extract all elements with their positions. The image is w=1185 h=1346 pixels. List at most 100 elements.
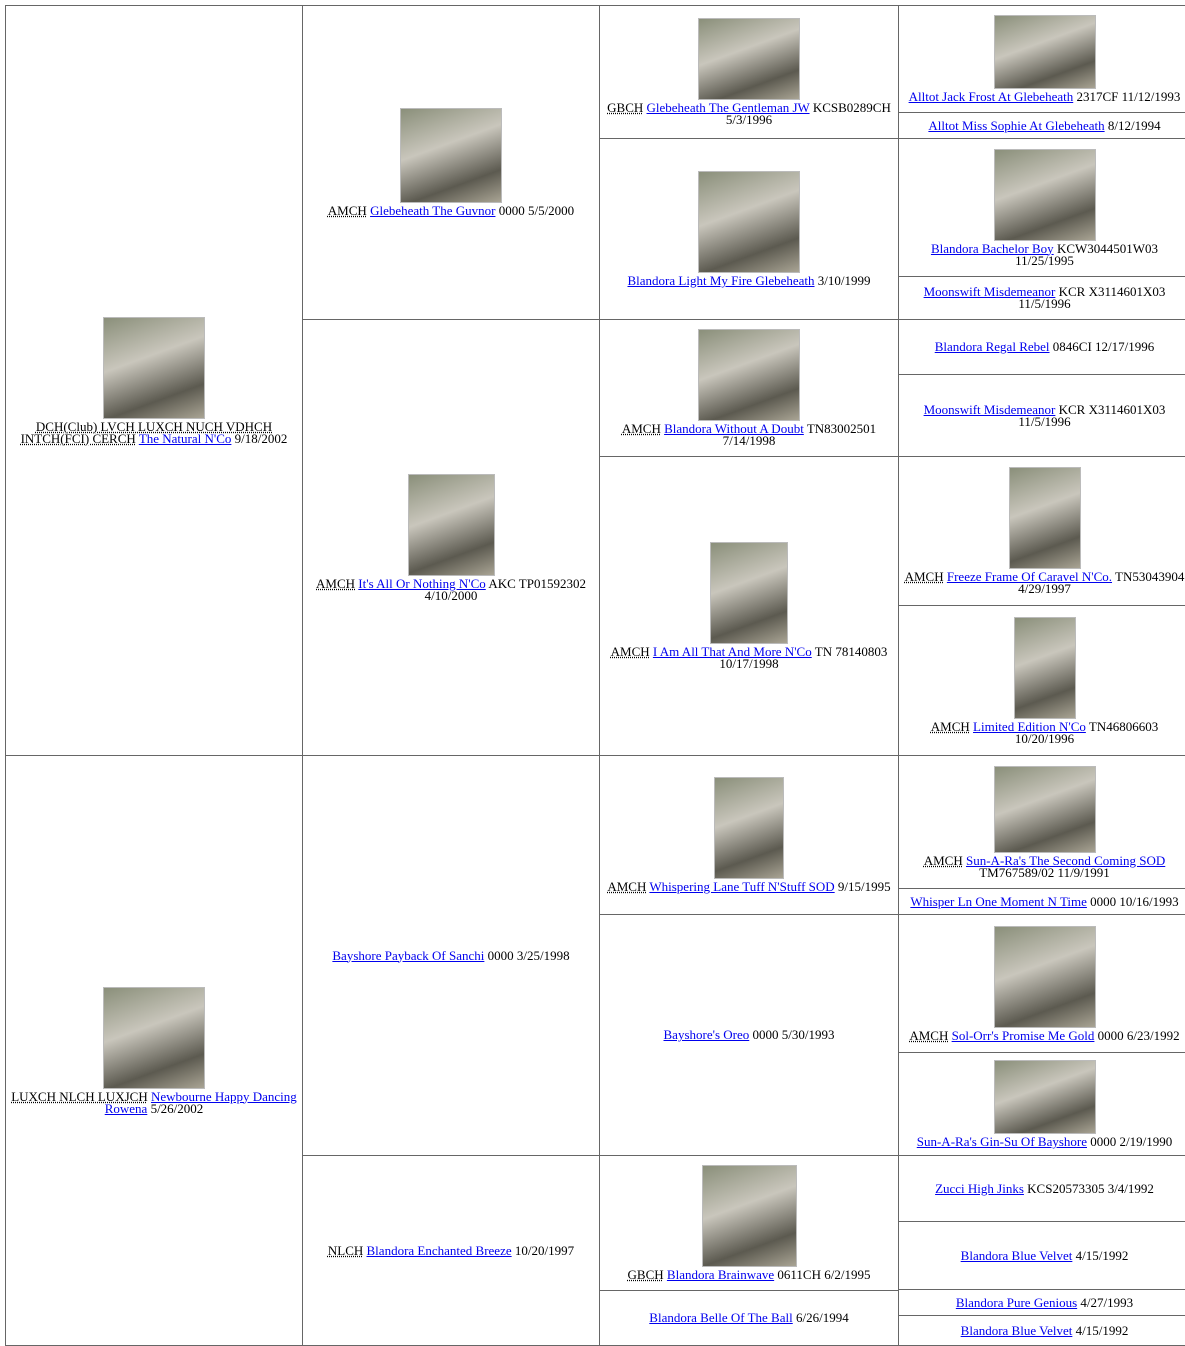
dog-photo[interactable] <box>710 542 788 644</box>
dog-name-link[interactable]: Freeze Frame Of Caravel N'Co. <box>946 569 1113 584</box>
dog-entry: Bayshore Payback Of Sanchi 0000 3/25/199… <box>332 947 569 963</box>
dog-details: TN 78140803 10/17/1998 <box>719 644 888 671</box>
dog-name-link[interactable]: Blandora Brainwave <box>666 1267 775 1282</box>
pedigree-cell: Blandora Bachelor Boy KCW3044501W03 11/2… <box>898 138 1185 277</box>
dog-details: KCW3044501W03 11/25/1995 <box>1015 240 1159 268</box>
dog-title: DCH(Club) LVCH LUXCH NUCH VDHCH INTCH(FC… <box>20 418 273 446</box>
dog-name-link[interactable]: Newbourne Happy Dancing Rowena <box>104 1088 297 1116</box>
dog-entry: Alltot Jack Frost At Glebeheath 2317CF 1… <box>908 89 1181 104</box>
dog-name-link[interactable]: Alltot Miss Sophie At Glebeheath <box>928 117 1105 133</box>
dog-details: TN83002501 7/14/1998 <box>722 421 877 448</box>
dog-photo[interactable] <box>993 1060 1096 1134</box>
pedigree-cell: Moonswift Misdemeanor KCR X3114601X03 11… <box>898 276 1185 320</box>
dog-title: GBCH <box>607 100 644 115</box>
dog-entry: AMCH Limited Edition N'Co TN46806603 10/… <box>902 718 1185 745</box>
pedigree-cell: Bayshore Payback Of Sanchi 0000 3/25/199… <box>302 755 600 1156</box>
dog-name-link[interactable]: Sun-A-Ra's The Second Coming SOD <box>966 852 1166 868</box>
dog-name-link[interactable]: Alltot Jack Frost At Glebeheath <box>908 89 1074 104</box>
pedigree-cell: AMCH Limited Edition N'Co TN46806603 10/… <box>898 605 1185 756</box>
dog-name-link[interactable]: Limited Edition N'Co <box>973 718 1086 734</box>
dog-name-link[interactable]: Glebeheath The Gentleman JW <box>646 100 810 115</box>
dog-details: 3/10/1999 <box>817 273 871 288</box>
dog-name-link[interactable]: Blandora Blue Velvet <box>960 1247 1073 1263</box>
dog-name-link[interactable]: Blandora Without A Doubt <box>664 421 804 436</box>
dog-name-link[interactable]: Whispering Lane Tuff N'Stuff SOD <box>649 879 835 894</box>
dog-entry: GBCH Blandora Brainwave 0611CH 6/2/1995 <box>627 1267 871 1282</box>
dog-name-link[interactable]: Blandora Regal Rebel <box>934 339 1050 354</box>
dog-title: AMCH <box>923 852 963 868</box>
pedigree-cell: Blandora Pure Genious 4/27/1993 <box>898 1289 1185 1316</box>
dog-photo[interactable] <box>701 1165 797 1267</box>
dog-photo[interactable] <box>103 316 205 419</box>
dog-name-link[interactable]: Glebeheath The Guvnor <box>370 203 496 218</box>
dog-photo[interactable] <box>698 329 800 421</box>
dog-name-link[interactable]: Blandora Blue Velvet <box>960 1322 1073 1338</box>
dog-name-link[interactable]: Sol-Orr's Promise Me Gold <box>951 1027 1095 1043</box>
dog-name-link[interactable]: Blandora Belle Of The Ball <box>649 1310 793 1325</box>
dog-name-link[interactable]: Blandora Pure Genious <box>955 1294 1078 1310</box>
dog-details: 9/18/2002 <box>234 430 288 446</box>
dog-name-link[interactable]: Blandora Light My Fire Glebeheath <box>627 273 815 288</box>
dog-name-link[interactable]: Moonswift Misdemeanor <box>923 401 1056 417</box>
dog-photo[interactable] <box>407 473 495 576</box>
pedigree-cell: AMCH Sol-Orr's Promise Me Gold 0000 6/23… <box>898 914 1185 1053</box>
dog-entry: Sun-A-Ra's Gin-Su Of Bayshore 0000 2/19/… <box>916 1134 1172 1149</box>
dog-name-link[interactable]: Moonswift Misdemeanor <box>923 284 1056 299</box>
dog-photo[interactable] <box>1008 467 1081 569</box>
dog-details: 8/12/1994 <box>1107 117 1161 133</box>
dog-name-link[interactable]: Bayshore's Oreo <box>663 1027 750 1042</box>
pedigree-cell: AMCH Whispering Lane Tuff N'Stuff SOD 9/… <box>599 755 899 915</box>
dog-name-link[interactable]: Zucci High Jinks <box>935 1180 1024 1196</box>
pedigree-cell: LUXCH NLCH LUXJCH Newbourne Happy Dancin… <box>5 755 303 1346</box>
pedigree-cell: Moonswift Misdemeanor KCR X3114601X03 11… <box>898 374 1185 457</box>
pedigree-cell: AMCH Blandora Without A Doubt TN83002501… <box>599 319 899 457</box>
pedigree-cell: AMCH It's All Or Nothing N'Co AKC TP0159… <box>302 319 600 756</box>
dog-entry: AMCH It's All Or Nothing N'Co AKC TP0159… <box>306 575 596 603</box>
dog-details: KCR X3114601X03 11/5/1996 <box>1018 401 1166 429</box>
dog-photo[interactable] <box>698 18 800 100</box>
dog-name-link[interactable]: Whisper Ln One Moment N Time <box>910 893 1087 909</box>
dog-photo[interactable] <box>400 108 502 203</box>
dog-entry: Blandora Bachelor Boy KCW3044501W03 11/2… <box>902 240 1185 268</box>
dog-name-link[interactable]: I Am All That And More N'Co <box>652 644 812 659</box>
dog-details: KCS20573305 3/4/1992 <box>1027 1180 1154 1196</box>
dog-photo[interactable] <box>714 777 784 879</box>
dog-details: TN53043904 4/29/1997 <box>1018 569 1185 596</box>
pedigree-cell: Whisper Ln One Moment N Time 0000 10/16/… <box>898 888 1185 915</box>
pedigree-cell: AMCH Sun-A-Ra's The Second Coming SOD TM… <box>898 755 1185 889</box>
pedigree-cell: GBCH Blandora Brainwave 0611CH 6/2/1995 <box>599 1155 899 1291</box>
dog-details: TM767589/02 11/9/1991 <box>979 864 1110 880</box>
dog-details: 0000 10/16/1993 <box>1090 893 1179 909</box>
pedigree-cell: Blandora Regal Rebel 0846CI 12/17/1996 <box>898 319 1185 375</box>
dog-name-link[interactable]: Bayshore Payback Of Sanchi <box>332 947 485 963</box>
dog-entry: Blandora Regal Rebel 0846CI 12/17/1996 <box>934 339 1155 354</box>
dog-photo[interactable] <box>103 986 205 1089</box>
dog-entry: LUXCH NLCH LUXJCH Newbourne Happy Dancin… <box>9 1088 299 1116</box>
dog-photo[interactable] <box>1013 616 1076 719</box>
dog-photo[interactable] <box>993 925 1096 1028</box>
dog-name-link[interactable]: The Natural N'Co <box>138 430 232 446</box>
dog-photo[interactable] <box>993 148 1096 241</box>
dog-name-link[interactable]: Sun-A-Ra's Gin-Su Of Bayshore <box>916 1134 1087 1149</box>
dog-entry: Bayshore's Oreo 0000 5/30/1993 <box>663 1027 835 1042</box>
dog-details: KCR X3114601X03 11/5/1996 <box>1018 284 1166 311</box>
dog-entry: AMCH Glebeheath The Guvnor 0000 5/5/2000 <box>328 203 574 218</box>
dog-photo[interactable] <box>698 171 800 273</box>
dog-title: AMCH <box>909 1027 949 1043</box>
dog-details: AKC TP01592302 4/10/2000 <box>424 575 586 603</box>
dog-title: NLCH <box>327 1242 364 1258</box>
dog-photo[interactable] <box>993 765 1096 853</box>
dog-entry: AMCH Blandora Without A Doubt TN83002501… <box>603 421 895 448</box>
dog-name-link[interactable]: It's All Or Nothing N'Co <box>358 575 486 591</box>
dog-title: AMCH <box>610 644 650 659</box>
dog-title: AMCH <box>607 879 647 894</box>
dog-title: AMCH <box>904 569 944 584</box>
dog-entry: GBCH Glebeheath The Gentleman JW KCSB028… <box>603 100 895 126</box>
dog-name-link[interactable]: Blandora Bachelor Boy <box>930 240 1054 256</box>
dog-details: 4/15/1992 <box>1075 1247 1129 1263</box>
dog-title: GBCH <box>627 1267 664 1282</box>
dog-photo[interactable] <box>993 15 1096 89</box>
dog-entry: AMCH Sun-A-Ra's The Second Coming SOD TM… <box>902 852 1185 880</box>
pedigree-cell: NLCH Blandora Enchanted Breeze 10/20/199… <box>302 1155 600 1346</box>
dog-name-link[interactable]: Blandora Enchanted Breeze <box>366 1242 512 1258</box>
